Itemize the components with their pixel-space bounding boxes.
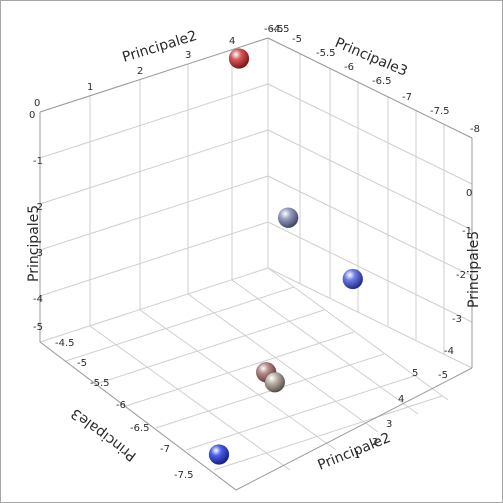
tick-label: -6 [344, 62, 354, 73]
data-point[interactable] [277, 207, 299, 228]
data-point[interactable] [264, 371, 286, 393]
grid-back-left-wall [39, 37, 269, 343]
tick-label: -5 [292, 34, 302, 45]
tick-label: 4 [398, 394, 404, 405]
ticks-left-principale5: 0 -1 -2 -3 -4 -5 [29, 110, 43, 333]
tick-label: 0 [466, 188, 472, 199]
tick-label: 4 [229, 36, 235, 47]
tick-label: 3 [185, 50, 191, 61]
axis-title-left: Principale5 [26, 205, 42, 282]
tick-label: -7 [402, 92, 412, 103]
tick-label: -1 [462, 226, 472, 237]
tick-label: -6.5 [372, 76, 392, 87]
tick-label: -5 [77, 358, 87, 369]
tick-label: -3 [452, 314, 462, 325]
ticks-bottom-right-principale2: 1 2 3 4 5 [354, 368, 418, 461]
tick-label: -4 [444, 346, 454, 357]
data-points [208, 48, 364, 465]
tick-label: -4 [33, 294, 43, 305]
corner-top-tick: -6.5 [264, 24, 284, 35]
grid-back-right-wall [267, 37, 473, 369]
tick-label: -7.5 [174, 470, 194, 481]
axis-title-top-right: Principale3 [332, 35, 409, 80]
tick-label: 1 [87, 82, 93, 93]
data-point[interactable] [228, 48, 250, 69]
tick-label: -5 [438, 370, 448, 381]
axis-title-right: Principale5 [466, 231, 482, 308]
tick-label: -2 [456, 270, 466, 281]
ticks-top-right-principale3: -4.5 -5 -5.5 -6 -6.5 -7 -7.5 -8 [270, 24, 480, 135]
axis-title-bottom-right: Principale2 [316, 430, 394, 474]
tick-label: -5 [33, 322, 43, 333]
tick-label: -6 [116, 400, 126, 411]
ticks-bottom-left-principale3: -4.5 -5 -5.5 -6 -6.5 -7 -7.5 [55, 338, 194, 481]
tick-label: -8 [470, 124, 480, 135]
tick-label: -4.5 [55, 338, 75, 349]
tick-label: 5 [412, 368, 418, 379]
ticks-top-left-principale2: 0 1 2 3 4 [34, 36, 235, 109]
tick-label: -3 [33, 248, 43, 259]
tick-label: -1 [33, 156, 43, 167]
tick-label: -2 [33, 202, 43, 213]
tick-label: 0 [34, 98, 40, 109]
axis-title-bottom-left: Principale3 [68, 405, 139, 464]
tick-label: 0 [29, 110, 35, 121]
tick-label: -4.5 [270, 24, 290, 35]
tick-label: -7 [160, 444, 170, 455]
data-point[interactable] [342, 268, 364, 290]
box-edges [39, 37, 473, 491]
tick-label: -7.5 [430, 106, 450, 117]
tick-label: 1 [354, 450, 360, 461]
tick-label: 2 [137, 66, 143, 77]
ticks-right-principale5: 0 -1 -2 -3 -4 -5 [438, 188, 472, 381]
data-point[interactable] [208, 444, 230, 465]
tick-label: -5.5 [90, 378, 110, 389]
tick-label: -6.5 [130, 423, 150, 434]
tick-label: 3 [386, 419, 392, 430]
tick-label: -5.5 [316, 48, 336, 59]
tick-label: 2 [372, 437, 378, 448]
